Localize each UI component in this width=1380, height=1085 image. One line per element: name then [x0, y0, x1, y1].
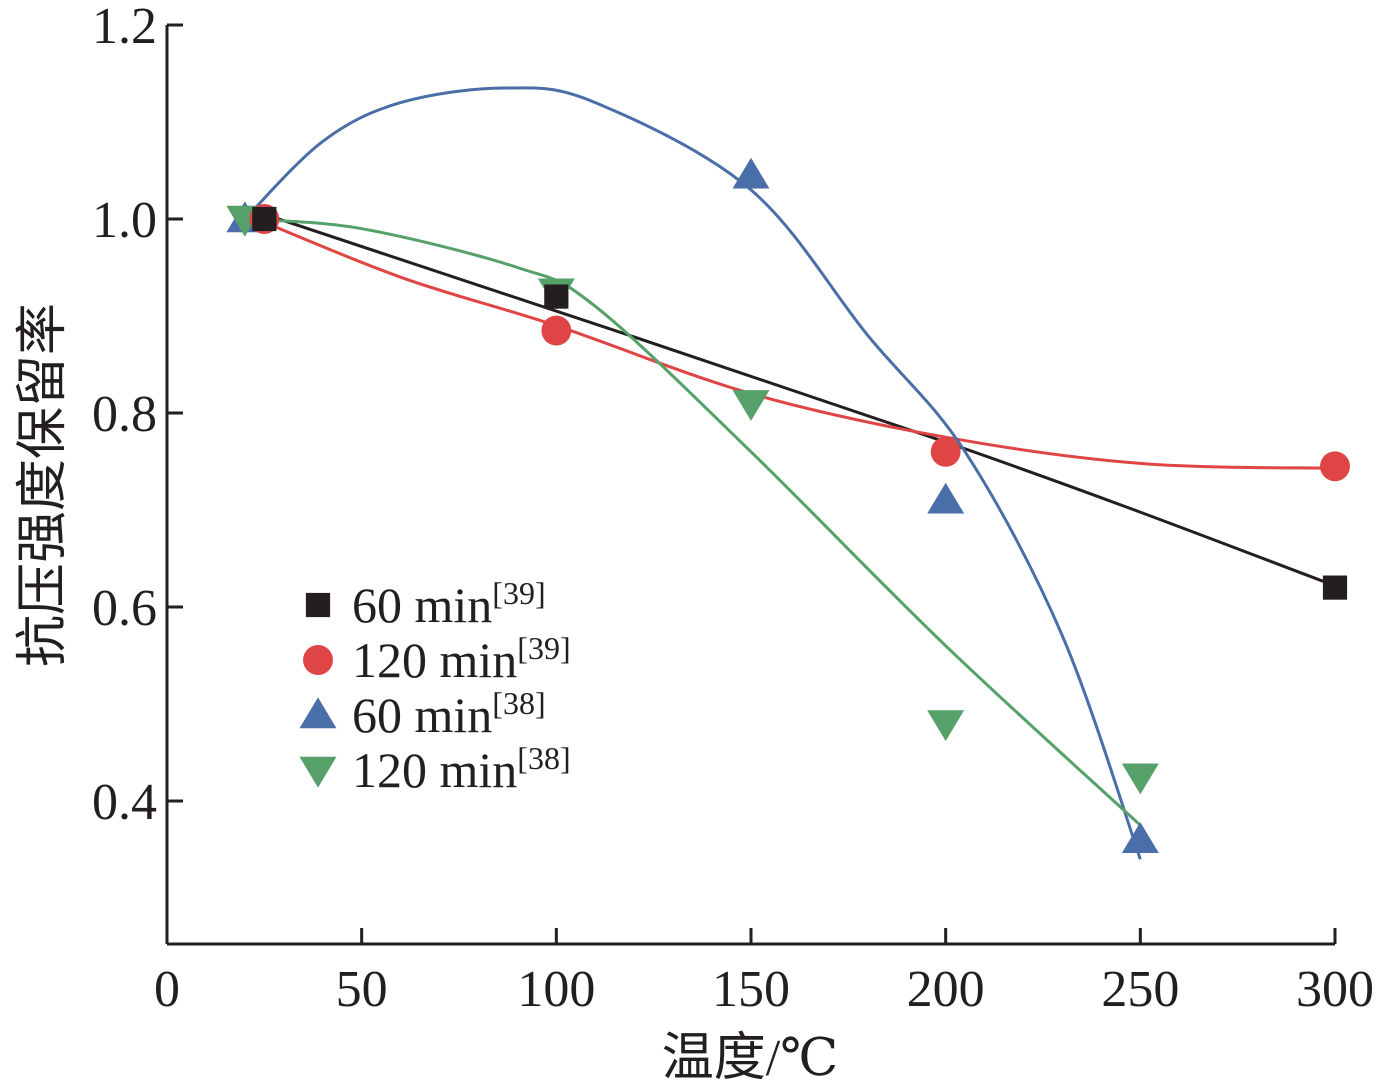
x-axis-title: 温度/℃	[662, 1030, 839, 1085]
y-tick-label: 1.2	[92, 0, 157, 55]
x-tick-label: 200	[907, 961, 985, 1018]
legend-marker-green-120min-38	[299, 756, 337, 788]
y-axis-title: 抗压强度保留率	[15, 303, 72, 667]
data-point-green-120min-38	[732, 390, 770, 421]
data-point-blue-60min-38	[732, 157, 770, 189]
data-point-black-60min-39	[1322, 575, 1348, 600]
legend-marker-blue-60min-38	[299, 697, 337, 729]
legend-marker-black-60min-39	[305, 592, 331, 618]
y-tick-label: 0.4	[92, 774, 157, 831]
legend-series-name: 60 min	[352, 687, 492, 743]
fit-line-green-120min-38	[244, 217, 1142, 827]
data-point-red-120min-39	[930, 436, 961, 467]
legend-marker-red-120min-39	[303, 645, 333, 675]
legend-reference: [39]	[492, 575, 545, 611]
data-point-black-60min-39	[252, 206, 277, 232]
x-tick-label: 250	[1101, 961, 1179, 1018]
legend-label-blue-60min-38: 60 min[38]	[352, 685, 546, 743]
data-markers	[226, 157, 1350, 853]
legend-reference: [38]	[517, 740, 570, 776]
data-point-red-120min-39	[1320, 451, 1350, 482]
fit-line-black-60min-39	[263, 212, 1336, 588]
legend-label-green-120min-38: 120 min[38]	[352, 740, 571, 798]
x-tick-label: 100	[517, 961, 595, 1018]
legend-label-red-120min-39: 120 min[39]	[352, 630, 571, 688]
y-tick-label: 0.6	[92, 580, 157, 637]
data-point-red-120min-39	[541, 315, 572, 346]
axes: 0 50 100 150 200 250 300 0.4 0.6 0.8 1.0 1.2	[92, 0, 1374, 1018]
x-tick-label: 300	[1296, 961, 1374, 1018]
y-tick-label: 0.8	[92, 386, 157, 443]
data-point-green-120min-38	[1121, 763, 1159, 795]
x-tick-label: 0	[154, 961, 180, 1018]
legend-reference: [39]	[517, 630, 570, 666]
legend: 60 min[39]120 min[39]60 min[38]120 min[3…	[299, 575, 571, 798]
legend-label-black-60min-39: 60 min[39]	[352, 575, 546, 633]
data-point-blue-60min-38	[927, 482, 965, 514]
legend-series-name: 60 min	[352, 577, 492, 633]
x-tick-label: 50	[336, 961, 388, 1018]
x-tick-label: 150	[712, 961, 790, 1018]
data-point-blue-60min-38	[1121, 822, 1159, 853]
fit-line-red-120min-39	[244, 212, 1336, 470]
data-point-black-60min-39	[544, 284, 569, 309]
fit-line-blue-60min-38	[243, 86, 1142, 860]
legend-reference: [38]	[492, 685, 545, 721]
data-point-green-120min-38	[927, 710, 965, 741]
legend-series-name: 120 min	[352, 632, 517, 688]
y-tick-label: 1.0	[92, 192, 157, 249]
legend-series-name: 120 min	[352, 742, 517, 798]
